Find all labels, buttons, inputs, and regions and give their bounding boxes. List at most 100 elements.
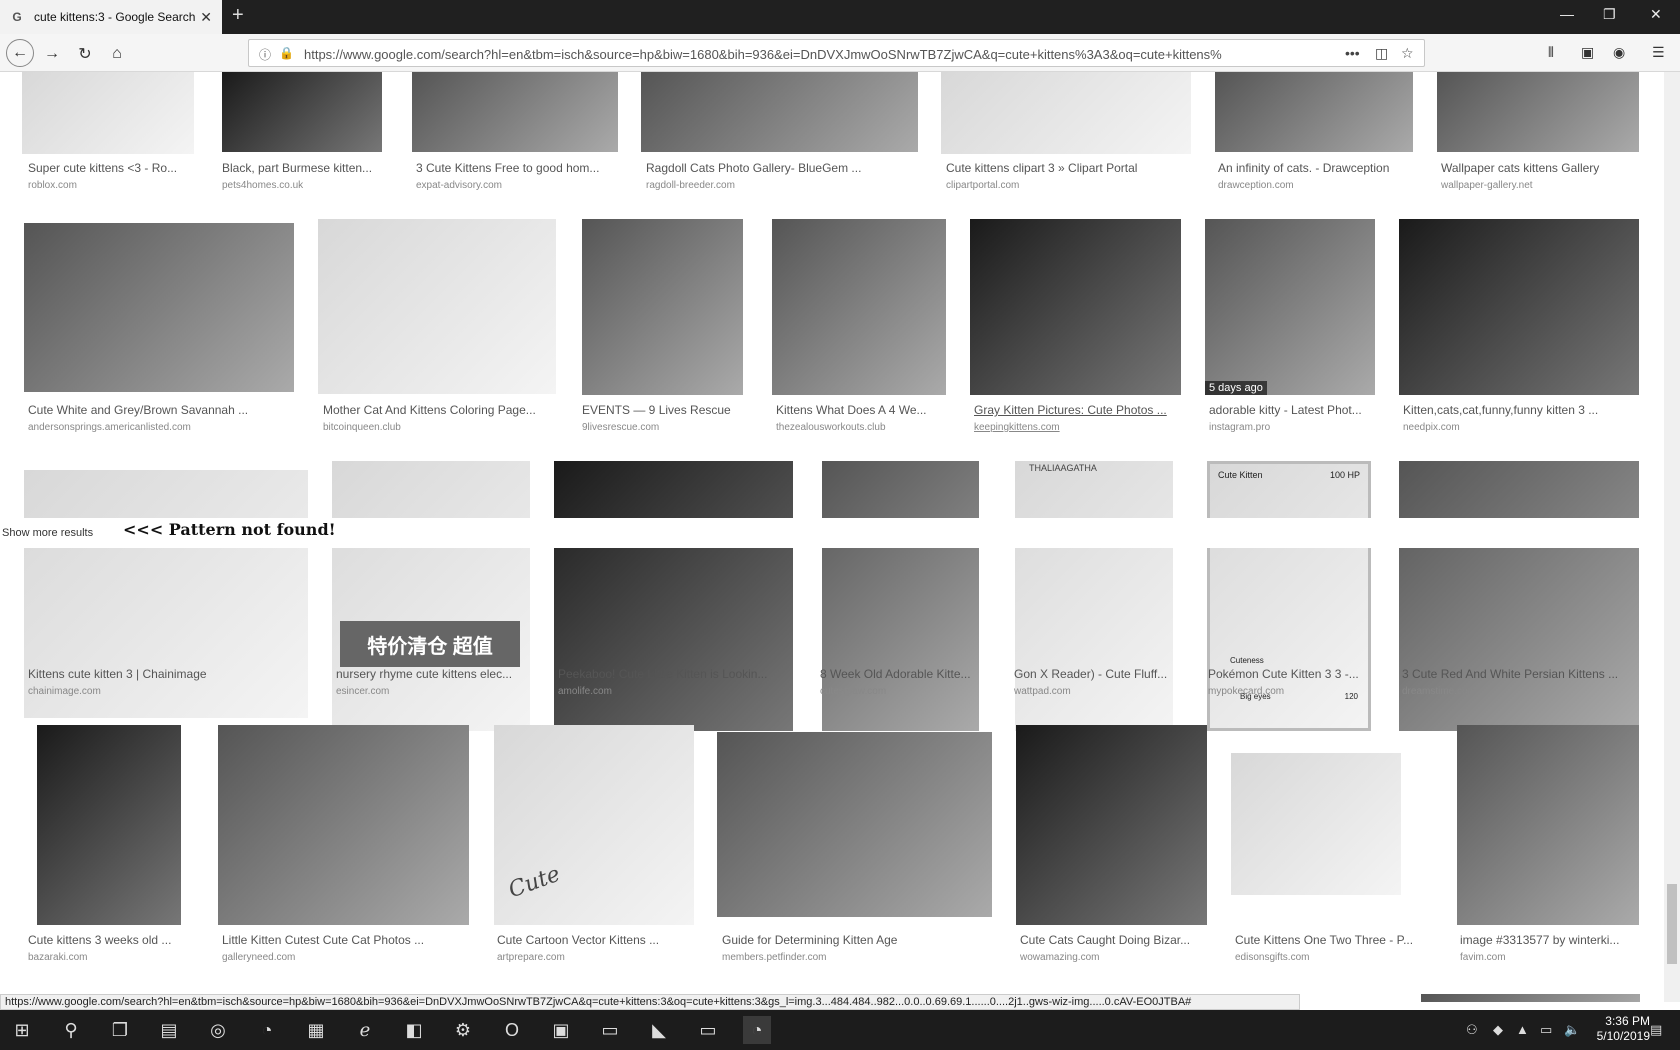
result-caption[interactable]: Kittens cute kitten 3 | Chainimage (28, 667, 207, 681)
result-caption[interactable]: Guide for Determining Kitten Age (722, 933, 898, 947)
result-caption[interactable]: Cute Cats Caught Doing Bizar... (1020, 933, 1191, 947)
close-window-icon[interactable]: ✕ (1650, 6, 1662, 22)
save-disk-icon[interactable]: ▦ (307, 1019, 325, 1040)
notifications-icon[interactable]: ▤ (1650, 1022, 1663, 1037)
pycharm-icon[interactable]: ▣ (552, 1019, 570, 1040)
tab-google-search[interactable]: G cute kittens:3 - Google Search ✕ (0, 0, 222, 34)
result-source[interactable]: edisonsgifts.com (1235, 952, 1310, 963)
result-source[interactable]: amolife.com (558, 686, 612, 697)
result-caption[interactable]: 3 Cute Red And White Persian Kittens ... (1402, 667, 1619, 681)
result-caption[interactable]: 3 Cute Kittens Free to good hom... (416, 161, 600, 175)
result-image[interactable]: THALIAAGATHA (1015, 461, 1173, 731)
result-image[interactable] (941, 72, 1191, 154)
menu-icon[interactable]: ☰ (1652, 44, 1665, 60)
result-image[interactable]: Cute (494, 725, 694, 925)
info-icon[interactable]: ⓘ (259, 48, 272, 62)
pocket-icon[interactable]: ◫ (1375, 45, 1389, 61)
result-source[interactable]: esincer.com (336, 686, 390, 697)
result-image[interactable] (822, 461, 979, 731)
result-caption[interactable]: Mother Cat And Kittens Coloring Page... (323, 403, 536, 417)
result-caption[interactable]: An infinity of cats. - Drawception (1218, 161, 1390, 175)
result-caption[interactable]: Cute kittens clipart 3 » Clipart Portal (946, 161, 1138, 175)
visual-studio-icon[interactable]: ◣ (652, 1019, 666, 1040)
result-caption[interactable]: Cute kittens 3 weeks old ... (28, 933, 172, 947)
edge-icon[interactable]: ℯ (359, 1019, 371, 1040)
sidebar-icon[interactable]: ▣ (1581, 44, 1595, 60)
address-bar[interactable]: ⓘ 🔒 https://www.google.com/search?hl=en&… (248, 39, 1425, 67)
start-windows-icon[interactable]: ⊞ (14, 1019, 30, 1040)
tray-dropbox-icon[interactable]: ◆ (1493, 1022, 1503, 1037)
vertical-scrollbar[interactable] (1664, 72, 1680, 1002)
result-image[interactable] (24, 470, 308, 718)
result-image[interactable] (1457, 725, 1639, 925)
firefox-active-icon[interactable]: ◔ (743, 1016, 771, 1044)
result-image[interactable] (318, 219, 556, 394)
result-source[interactable]: pets4homes.co.uk (222, 180, 304, 191)
url-text[interactable]: https://www.google.com/search?hl=en&tbm=… (304, 47, 1222, 62)
file-explorer-icon[interactable]: ▤ (160, 1019, 178, 1040)
close-tab-icon[interactable]: ✕ (200, 9, 212, 25)
home-button[interactable]: ⌂ (112, 45, 122, 62)
result-caption[interactable]: Kitten,cats,cat,funny,funny kitten 3 ... (1403, 403, 1599, 417)
result-caption[interactable]: 8 Week Old Adorable Kitte... (820, 667, 971, 681)
reload-button[interactable]: ↻ (78, 46, 92, 63)
restore-icon[interactable]: ❐ (1603, 6, 1616, 22)
search-icon[interactable]: ⚲ (64, 1019, 78, 1040)
result-source[interactable]: expat-advisory.com (416, 180, 502, 191)
result-image[interactable] (554, 461, 793, 731)
back-button[interactable]: ← (6, 39, 34, 67)
result-image[interactable] (24, 223, 294, 392)
new-tab-button[interactable]: + (232, 4, 244, 26)
result-caption[interactable]: EVENTS — 9 Lives Rescue (582, 403, 731, 417)
result-source[interactable]: bazaraki.com (28, 952, 88, 963)
result-image[interactable] (970, 219, 1181, 395)
result-source[interactable]: drawception.com (1218, 180, 1294, 191)
result-source[interactable]: galleryneed.com (222, 952, 296, 963)
result-image[interactable] (641, 72, 918, 152)
result-caption[interactable]: Cute Cartoon Vector Kittens ... (497, 933, 660, 947)
result-source[interactable]: wallpaper-gallery.net (1441, 180, 1533, 191)
chrome-icon[interactable]: ◎ (210, 1019, 226, 1040)
result-image[interactable] (218, 725, 469, 925)
account-icon[interactable]: ◉ (1613, 44, 1626, 60)
page-actions-icon[interactable]: ••• (1345, 45, 1360, 61)
result-source[interactable]: roblox.com (28, 180, 77, 191)
result-source[interactable]: chainimage.com (28, 686, 101, 697)
result-caption[interactable]: Cute Kittens One Two Three - P... (1235, 933, 1414, 947)
result-source[interactable]: favim.com (1460, 952, 1506, 963)
firefox-icon[interactable]: ◔ (261, 1019, 273, 1040)
result-image[interactable] (1437, 72, 1639, 152)
result-image[interactable] (1016, 725, 1207, 925)
result-image[interactable] (412, 72, 618, 152)
result-caption[interactable]: adorable kitty - Latest Phot... (1209, 403, 1362, 417)
result-image[interactable] (222, 72, 382, 152)
result-caption[interactable]: Little Kitten Cutest Cute Cat Photos ... (222, 933, 425, 947)
result-caption[interactable]: nursery rhyme cute kittens elec... (336, 667, 513, 681)
result-source[interactable]: clipartportal.com (946, 180, 1020, 191)
result-caption[interactable]: Pokémon Cute Kitten 3 3 -... (1208, 667, 1359, 681)
result-source[interactable]: 9livesrescue.com (582, 422, 660, 433)
result-image[interactable] (772, 219, 946, 395)
result-caption[interactable]: Gon X Reader) - Cute Fluff... (1014, 667, 1168, 681)
result-image[interactable] (1399, 219, 1639, 395)
bookmark-star-icon[interactable]: ☆ (1401, 45, 1414, 61)
result-source[interactable]: cutestpaw.com (820, 686, 887, 697)
result-source[interactable]: artprepare.com (497, 952, 565, 963)
result-image[interactable] (22, 72, 194, 154)
result-image[interactable] (582, 219, 743, 395)
result-caption[interactable]: Ragdoll Cats Photo Gallery- BlueGem ... (646, 161, 862, 175)
result-image[interactable] (1421, 994, 1640, 1002)
result-source[interactable]: dreamstime.com (1402, 686, 1476, 697)
terminal-icon[interactable]: ▭ (601, 1019, 619, 1040)
result-image[interactable] (1215, 72, 1413, 152)
result-source[interactable]: wowamazing.com (1020, 952, 1100, 963)
tray-app-icon[interactable]: ▲ (1516, 1022, 1529, 1037)
lock-icon[interactable]: 🔒 (279, 46, 294, 60)
show-more-results-button[interactable]: Show more results (2, 527, 94, 539)
result-image[interactable] (717, 732, 992, 917)
result-source[interactable]: wattpad.com (1014, 686, 1071, 697)
library-icon[interactable]: ⫴ (1548, 44, 1554, 60)
result-image[interactable] (1231, 753, 1401, 895)
result-image[interactable]: Cute Kitten 100 HP Cuteness Big eyes 120 (1207, 461, 1371, 731)
result-image[interactable]: 特价清仓 超值 (332, 461, 530, 731)
